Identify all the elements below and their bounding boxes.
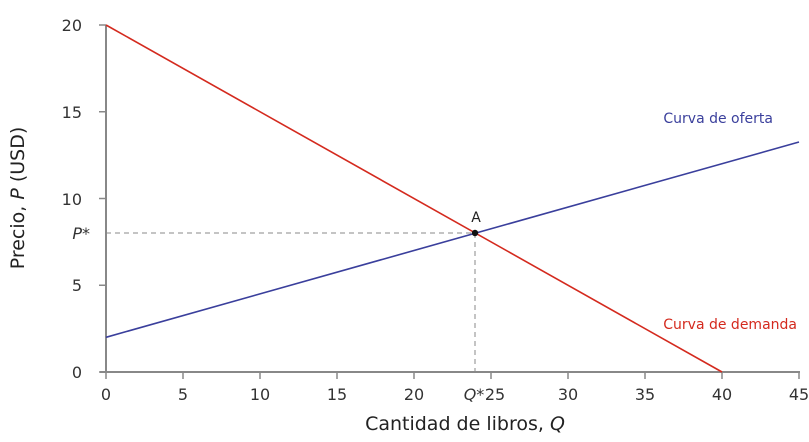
y-ticks bbox=[99, 24, 106, 373]
y-tick-labels: 20 15 10 5 0 bbox=[62, 16, 82, 382]
svg-text:40: 40 bbox=[712, 385, 732, 404]
svg-text:15: 15 bbox=[62, 103, 82, 122]
demand-curve bbox=[105, 24, 723, 373]
x-tick-labels: 0 5 10 15 20 25 30 35 40 45 bbox=[101, 385, 809, 404]
point-a-label: A bbox=[471, 210, 481, 226]
svg-text:25: 25 bbox=[485, 385, 505, 404]
svg-text:45: 45 bbox=[789, 385, 809, 404]
x-ticks bbox=[105, 372, 800, 379]
svg-text:30: 30 bbox=[558, 385, 578, 404]
svg-text:20: 20 bbox=[404, 385, 424, 404]
qstar-label: Q* bbox=[464, 385, 485, 404]
svg-text:0: 0 bbox=[72, 363, 82, 382]
svg-text:5: 5 bbox=[178, 385, 188, 404]
svg-text:5: 5 bbox=[72, 276, 82, 295]
demand-label: Curva de demanda bbox=[663, 317, 797, 333]
x-axis-title: Cantidad de libros, Q bbox=[365, 413, 565, 435]
y-axis-title: Precio, P (USD) bbox=[7, 127, 29, 270]
svg-text:0: 0 bbox=[101, 385, 111, 404]
supply-label: Curva de oferta bbox=[663, 111, 773, 127]
equilibrium-point bbox=[471, 229, 479, 237]
svg-text:10: 10 bbox=[62, 190, 82, 209]
pstar-label: P* bbox=[72, 224, 90, 243]
svg-text:20: 20 bbox=[62, 16, 82, 35]
svg-text:15: 15 bbox=[327, 385, 347, 404]
svg-text:35: 35 bbox=[635, 385, 655, 404]
svg-text:10: 10 bbox=[250, 385, 270, 404]
supply-curve bbox=[105, 141, 800, 339]
